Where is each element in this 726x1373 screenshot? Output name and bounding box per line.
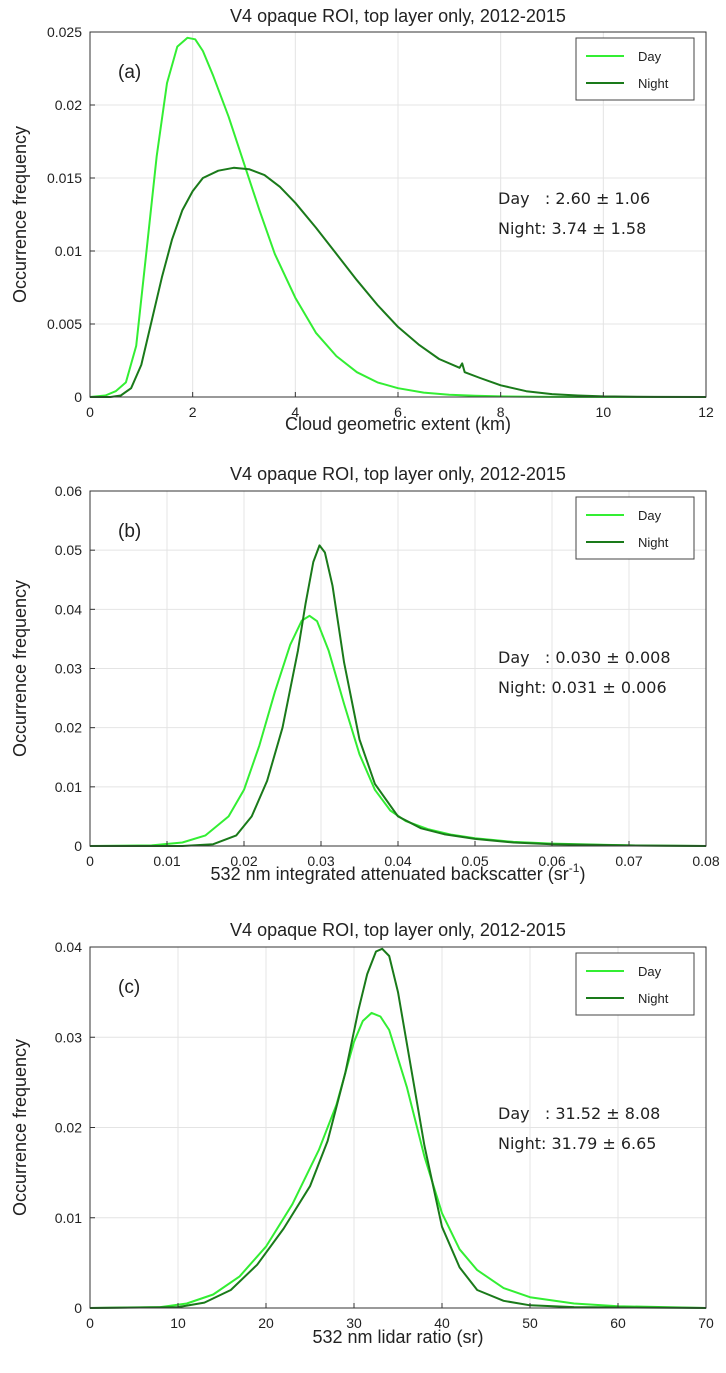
y-axis-label: Occurrence frequency — [10, 1039, 30, 1216]
chart-panel-a: 0 2 4 6 8 10 12 0 0.005 0.01 0.015 0.02 0.025 V4 opaq… — [10, 6, 714, 434]
stats-annotation: Day : 2.60 ± 1.06 — [498, 189, 650, 208]
y-tick-label: 0.04 — [55, 939, 82, 955]
legend-label-day: Day — [638, 964, 662, 979]
series-line-day — [89, 1011, 707, 1309]
x-tick-label: 0 — [86, 853, 94, 869]
x-tick-label: 6 — [394, 404, 402, 420]
y-tick-label: 0 — [74, 838, 82, 854]
legend-label-day: Day — [638, 49, 662, 64]
y-tick-label: 0.01 — [55, 779, 82, 795]
x-tick-label: 60 — [610, 1315, 626, 1331]
y-tick-label: 0.02 — [55, 720, 82, 736]
x-axis-label-text: 532 nm integrated attenuated backscatter… — [211, 864, 569, 884]
x-axis-label-text: 532 nm lidar ratio (sr) — [312, 1327, 483, 1347]
stats-annotation: Night: 3.74 ± 1.58 — [498, 219, 646, 238]
x-tick-label: 8 — [497, 404, 505, 420]
x-axis-label: 532 nm integrated attenuated backscatter… — [211, 861, 586, 884]
legend-label-night: Night — [638, 76, 669, 91]
series-line-day — [89, 36, 706, 398]
y-tick-label: 0.06 — [55, 483, 82, 499]
panel-label: (a) — [118, 62, 141, 83]
legend-label-night: Night — [638, 991, 669, 1006]
y-axis-label: Occurrence frequency — [10, 126, 30, 303]
x-tick-label: 30 — [346, 1315, 362, 1331]
chart-title: V4 opaque ROI, top layer only, 2012-2015 — [230, 6, 566, 26]
x-tick-label: 0.01 — [153, 853, 180, 869]
y-tick-label: 0 — [74, 1300, 82, 1316]
x-tick-label: 0 — [86, 1315, 94, 1331]
x-tick-label: 40 — [434, 1315, 450, 1331]
x-tick-label: 0.08 — [692, 853, 719, 869]
legend-box — [575, 496, 695, 560]
x-axis-label-end: ) — [579, 864, 585, 884]
y-tick-label: 0.03 — [55, 661, 82, 677]
y-axis-label: Occurrence frequency — [10, 580, 30, 757]
x-tick-label: 0.07 — [615, 853, 642, 869]
y-tick-label: 0.01 — [55, 1210, 82, 1226]
y-tick-label: 0.015 — [47, 170, 82, 186]
y-tick-label: 0.02 — [55, 1120, 82, 1136]
x-tick-label: 4 — [291, 404, 299, 420]
y-tick-label: 0.03 — [55, 1029, 82, 1045]
legend-box — [575, 952, 695, 1016]
x-axis-label-text: Cloud geometric extent (km) — [285, 414, 511, 434]
y-tick-label: 0.02 — [55, 97, 82, 113]
series-line-night — [90, 166, 707, 398]
y-tick-label: 0.005 — [47, 316, 82, 332]
y-tick-label: 0.01 — [55, 243, 82, 259]
chart-title: V4 opaque ROI, top layer only, 2012-2015 — [230, 920, 566, 940]
stats-annotation: Day : 0.030 ± 0.008 — [498, 648, 671, 667]
stats-annotation: Night: 31.79 ± 6.65 — [498, 1134, 656, 1153]
x-axis-label: Cloud geometric extent (km) — [285, 414, 511, 434]
x-tick-label: 20 — [258, 1315, 274, 1331]
x-tick-label: 70 — [698, 1315, 714, 1331]
legend-box — [575, 37, 695, 101]
x-axis-label-superscript: -1 — [569, 861, 580, 875]
chart-title: V4 opaque ROI, top layer only, 2012-2015 — [230, 464, 566, 484]
stats-annotation: Day : 31.52 ± 8.08 — [498, 1104, 660, 1123]
legend-label-day: Day — [638, 508, 662, 523]
x-tick-label: 10 — [596, 404, 612, 420]
legend-label-night: Night — [638, 535, 669, 550]
stats-annotation: Night: 0.031 ± 0.006 — [498, 678, 667, 697]
x-tick-label: 50 — [522, 1315, 538, 1331]
x-tick-label: 0.06 — [538, 853, 565, 869]
x-tick-label: 10 — [170, 1315, 186, 1331]
x-tick-label: 0.02 — [230, 853, 257, 869]
y-tick-label: 0.04 — [55, 601, 82, 617]
series-line-night — [89, 947, 707, 1309]
series-line-night — [90, 544, 707, 847]
x-tick-label: 2 — [189, 404, 197, 420]
chart-panel-b: 0 0.01 0.02 0.03 0.04 0.05 0.06 0.07 0.08 0 0.01 0.… — [10, 464, 720, 884]
x-axis-label: 532 nm lidar ratio (sr) — [312, 1327, 483, 1347]
chart-panel-c: 0 10 20 30 40 50 60 70 0 0.01 0.02 0.03 0.04 V4 opaqu… — [10, 920, 714, 1347]
x-tick-label: 0.05 — [461, 853, 488, 869]
panel-label: (b) — [118, 521, 141, 542]
y-tick-label: 0 — [74, 389, 82, 405]
y-tick-label: 0.025 — [47, 24, 82, 40]
y-tick-label: 0.05 — [55, 542, 82, 558]
x-tick-label: 0 — [86, 404, 94, 420]
panel-label: (c) — [118, 977, 140, 998]
x-tick-label: 0.04 — [384, 853, 411, 869]
x-tick-label: 0.03 — [307, 853, 334, 869]
x-tick-label: 12 — [698, 404, 714, 420]
